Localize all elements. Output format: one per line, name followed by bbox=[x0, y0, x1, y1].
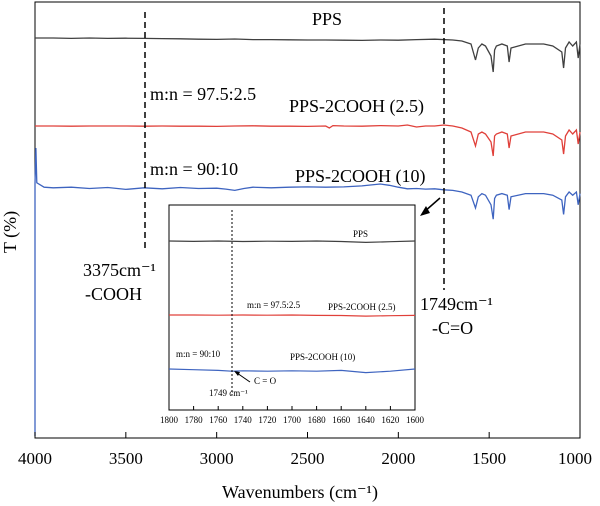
x-tick-label: 3500 bbox=[109, 449, 143, 468]
inset-x-tick-label: 1660 bbox=[332, 415, 351, 425]
inset-co-arrow bbox=[236, 372, 251, 383]
x-tick-label: 2500 bbox=[291, 449, 325, 468]
inset-x-tick-label: 1780 bbox=[185, 415, 204, 425]
inset-co-wavenumber-label: 1749 cm⁻¹ bbox=[209, 388, 248, 398]
inset-pointer-arrowhead bbox=[420, 206, 430, 216]
inset-x-tick-label: 1620 bbox=[381, 415, 400, 425]
inset-x-tick-label: 1720 bbox=[258, 415, 277, 425]
x-axis-label: Wavenumbers (cm⁻¹) bbox=[222, 482, 378, 503]
inset-co-arrowhead bbox=[234, 371, 240, 376]
inset-x-tick-label: 1800 bbox=[160, 415, 179, 425]
series-line-2 bbox=[34, 147, 581, 436]
ratio-label-97-5: m:n = 97.5:2.5 bbox=[150, 84, 256, 104]
inset-ratio-label-90-10: m:n = 90:10 bbox=[176, 349, 221, 359]
inset-series-label-pps-2cooh-10: PPS-2COOH (10) bbox=[290, 352, 355, 362]
series-line-1 bbox=[35, 124, 581, 157]
co-group-label: -C=O bbox=[432, 318, 473, 338]
inset-chart: 1800 1780 1760 1740 1720 1700 1680 1660 1640 1620… bbox=[160, 204, 425, 425]
x-tick-label: 1500 bbox=[472, 449, 506, 468]
inset-x-tick-label: 1640 bbox=[357, 415, 376, 425]
x-axis-ticks: 4000 3500 3000 2500 2000 1500 1000 bbox=[18, 432, 592, 468]
inset-x-tick-label: 1600 bbox=[406, 415, 425, 425]
main-series-group bbox=[34, 37, 581, 436]
inset-x-tick-label: 1760 bbox=[209, 415, 228, 425]
x-tick-label: 4000 bbox=[18, 449, 52, 468]
x-tick-label: 2000 bbox=[381, 449, 415, 468]
series-label-pps: PPS bbox=[312, 9, 342, 29]
y-axis-label: T (%) bbox=[0, 211, 21, 253]
cooh-group-label: -COOH bbox=[85, 284, 142, 304]
inset-frame bbox=[168, 204, 416, 411]
inset-series-label-pps-2cooh-2-5: PPS-2COOH (2.5) bbox=[328, 302, 396, 312]
inset-x-tick-label: 1700 bbox=[283, 415, 302, 425]
inset-series-label-pps: PPS bbox=[353, 229, 368, 239]
series-line-0 bbox=[35, 37, 581, 73]
series-label-pps-2cooh-2-5: PPS-2COOH (2.5) bbox=[289, 96, 424, 117]
ratio-label-90-10: m:n = 90:10 bbox=[150, 159, 238, 179]
inset-series-line-0 bbox=[168, 240, 416, 244]
inset-series-group bbox=[168, 240, 416, 374]
inset-x-tick-label: 1680 bbox=[308, 415, 327, 425]
cooh-wavenumber-label: 3375cm⁻¹ bbox=[83, 260, 156, 280]
inset-x-axis-ticks: 1800 1780 1760 1740 1720 1700 1680 1660 1640 1620… bbox=[160, 406, 425, 425]
inset-series-line-1 bbox=[169, 314, 416, 317]
series-label-pps-2cooh-10: PPS-2COOH (10) bbox=[295, 166, 426, 187]
inset-x-tick-label: 1740 bbox=[234, 415, 253, 425]
x-tick-label: 3000 bbox=[200, 449, 234, 468]
x-tick-label: 1000 bbox=[558, 449, 592, 468]
inset-series-line-2 bbox=[168, 368, 416, 374]
inset-ratio-label-97-5: m:n = 97.5:2.5 bbox=[247, 300, 301, 310]
inset-co-group-label: C = O bbox=[254, 376, 277, 386]
co-wavenumber-label: 1749cm⁻¹ bbox=[420, 294, 493, 314]
